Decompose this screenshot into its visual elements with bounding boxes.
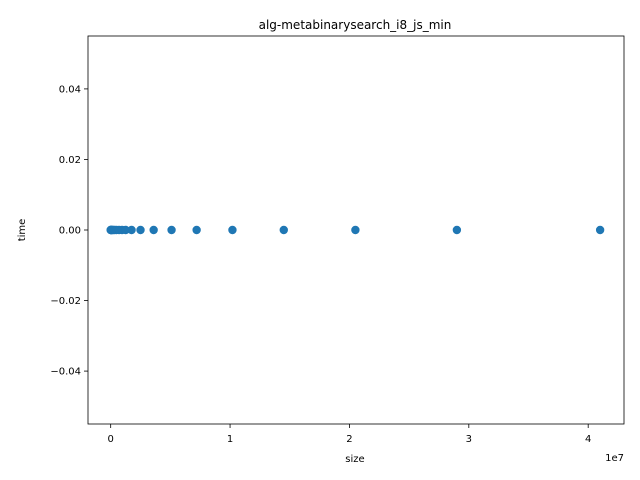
y-tick-label: −0.02 [50,296,81,307]
data-point [351,225,360,235]
x-tick-label: 0 [107,434,113,445]
data-point [127,225,136,235]
y-tick-label: −0.04 [50,367,81,378]
data-point [121,225,130,235]
x-axis-label: size [345,454,364,465]
y-axis-label: time [17,219,28,242]
x-tick-label: 3 [466,434,472,445]
chart-title: alg-metabinarysearch_i8_js_min [259,18,452,32]
data-point [192,225,201,235]
data-point [228,225,237,235]
data-point [136,225,145,235]
data-points [106,225,605,235]
data-point [167,225,176,235]
y-tick-label: 0.02 [59,155,81,166]
x-tick-label: 2 [346,434,352,445]
data-point [595,225,605,235]
y-tick-label: 0.00 [59,226,81,237]
x-tick-label: 4 [585,434,591,445]
data-point [149,225,158,235]
x-tick-label: 1 [227,434,233,445]
x-axis-ticks: 0 1 2 3 4 [107,424,591,445]
y-axis-ticks: −0.04 −0.02 0.00 0.02 0.04 [50,84,88,378]
data-point [279,225,288,235]
x-axis-offset-text: 1e7 [605,453,624,464]
y-tick-label: 0.04 [59,84,81,95]
data-point [452,225,462,235]
